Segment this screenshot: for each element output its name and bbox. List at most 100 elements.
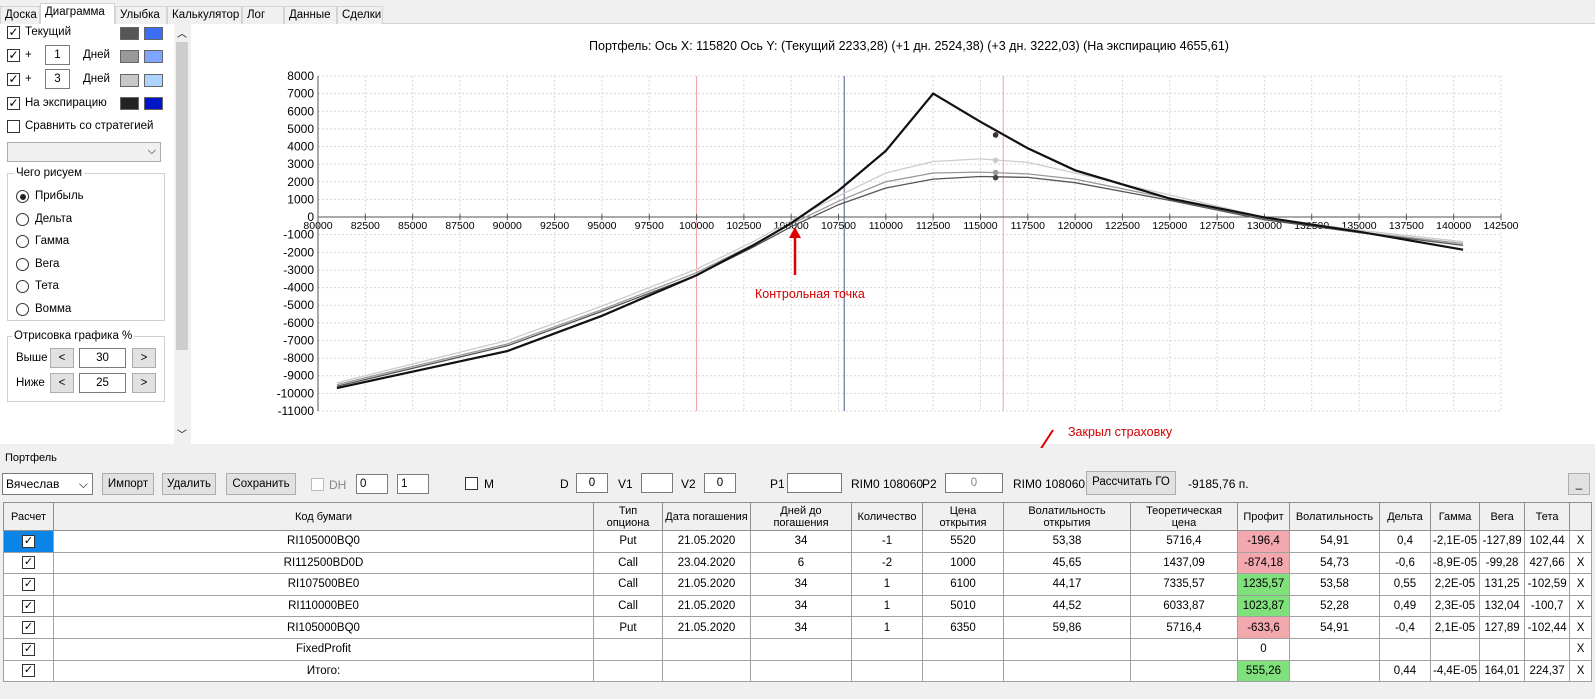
radio-2[interactable] bbox=[16, 235, 29, 249]
save-button[interactable]: Сохранить bbox=[226, 473, 296, 495]
remove-row-button[interactable]: X bbox=[1569, 637, 1593, 661]
tab-0[interactable]: Доска bbox=[0, 6, 40, 24]
table-row[interactable]: ✓ RI112500BD0D Call 23.04.2020 6 -2 1000 45,65 1… bbox=[3, 551, 1593, 575]
calc-checkbox-cell[interactable]: ✓ bbox=[3, 659, 54, 683]
tab-6[interactable]: Сделки bbox=[337, 6, 383, 24]
draw-group-label: Чего рисуем bbox=[14, 167, 85, 179]
tab-4[interactable]: Лог bbox=[242, 6, 284, 24]
dh-spinner-1[interactable]: 0 bbox=[356, 474, 388, 494]
plus3-days-input[interactable]: 3 bbox=[45, 69, 70, 89]
minimize-button[interactable]: _ bbox=[1568, 473, 1590, 495]
tab-3[interactable]: Калькулятор bbox=[167, 6, 242, 24]
radio-0[interactable] bbox=[16, 190, 29, 203]
current-color-swatch-blue[interactable] bbox=[144, 27, 163, 40]
tab-2[interactable]: Улыбка bbox=[115, 6, 167, 24]
column-header-5[interactable]: Количество bbox=[851, 502, 923, 531]
plus3-checkbox[interactable]: ✓ bbox=[7, 72, 20, 86]
calc-checkbox[interactable]: ✓ bbox=[22, 599, 35, 613]
remove-row-button[interactable]: X bbox=[1569, 551, 1593, 575]
series-marker bbox=[992, 169, 999, 176]
remove-row-button[interactable]: X bbox=[1569, 594, 1593, 618]
radio-5[interactable] bbox=[16, 303, 29, 316]
plus1-color-swatch-gray[interactable] bbox=[120, 50, 139, 63]
d-input[interactable]: 0 bbox=[576, 473, 608, 493]
m-checkbox[interactable] bbox=[465, 477, 478, 490]
column-header-7[interactable]: Волатильность открытия bbox=[1003, 502, 1131, 531]
column-header-8[interactable]: Теоретическая цена bbox=[1130, 502, 1238, 531]
strategy-dropdown[interactable]: ⌵ bbox=[7, 142, 161, 162]
column-header-6[interactable]: Цена открытия bbox=[922, 502, 1004, 531]
column-header-2[interactable]: Тип опциона bbox=[593, 502, 663, 531]
scroll-down-icon[interactable]: ﹀ bbox=[177, 430, 187, 441]
plus3-color-swatch-blue[interactable] bbox=[144, 74, 163, 87]
table-row[interactable]: ✓ Итого: 555,26 0,44 -4,4E-05 164,01 224,37 X bbox=[3, 659, 1593, 683]
calculate-margin-button[interactable]: Рассчитать ГО bbox=[1086, 471, 1176, 495]
dh-checkbox[interactable] bbox=[311, 478, 324, 491]
calc-checkbox[interactable]: ✓ bbox=[22, 664, 35, 678]
radio-4[interactable] bbox=[16, 280, 29, 294]
calc-checkbox-cell[interactable]: ✓ bbox=[3, 637, 54, 661]
remove-row-button[interactable]: X bbox=[1569, 659, 1593, 683]
radio-3[interactable] bbox=[16, 257, 29, 271]
remove-row-button[interactable]: X bbox=[1569, 530, 1593, 553]
calc-checkbox-cell[interactable]: ✓ bbox=[3, 594, 54, 618]
calc-checkbox[interactable]: ✓ bbox=[22, 621, 35, 635]
expiry-checkbox[interactable]: ✓ bbox=[7, 96, 20, 110]
plus3-color-swatch-gray[interactable] bbox=[120, 74, 139, 87]
calc-checkbox-cell[interactable]: ✓ bbox=[3, 551, 54, 575]
table-row[interactable]: ✓ FixedProfit 0 X bbox=[3, 637, 1593, 661]
p1-input[interactable] bbox=[787, 473, 842, 493]
below-percent-input[interactable]: 25 bbox=[79, 373, 126, 393]
calc-checkbox[interactable]: ✓ bbox=[22, 556, 35, 570]
v1-input[interactable] bbox=[641, 473, 673, 493]
column-header-10[interactable]: Волатильность bbox=[1289, 502, 1380, 531]
column-header-4[interactable]: Дней до погашения bbox=[750, 502, 852, 531]
column-header-14[interactable]: Тета bbox=[1524, 502, 1571, 531]
expiry-color-swatch-black[interactable] bbox=[120, 97, 139, 110]
column-header-3[interactable]: Дата погашения bbox=[662, 502, 751, 531]
tab-5[interactable]: Данные bbox=[284, 6, 337, 24]
calc-checkbox-cell[interactable]: ✓ bbox=[3, 573, 54, 596]
column-header-12[interactable]: Гамма bbox=[1429, 502, 1481, 531]
column-header-9[interactable]: Профит bbox=[1237, 502, 1290, 531]
scroll-up-icon[interactable]: ︿ bbox=[177, 29, 187, 40]
dh-spinner-2[interactable]: 1 bbox=[397, 474, 429, 494]
cell-theor: 1437,09 bbox=[1130, 551, 1238, 575]
remove-row-button[interactable]: X bbox=[1569, 616, 1593, 639]
below-decrease-button[interactable]: < bbox=[50, 373, 74, 393]
column-header-0[interactable]: Расчет bbox=[3, 502, 54, 531]
table-row[interactable]: ✓ RI105000BQ0 Put 21.05.2020 34 1 6350 59,86 571… bbox=[3, 616, 1593, 639]
p2-input[interactable]: 0 bbox=[945, 473, 1003, 493]
above-decrease-button[interactable]: < bbox=[50, 348, 74, 368]
current-color-swatch-dark[interactable] bbox=[120, 27, 139, 40]
calc-checkbox[interactable]: ✓ bbox=[22, 577, 35, 591]
column-header-1[interactable]: Код бумаги bbox=[53, 502, 594, 531]
table-row[interactable]: ✓ RI110000BE0 Call 21.05.2020 34 1 5010 44,52 60… bbox=[3, 594, 1593, 618]
compare-checkbox[interactable] bbox=[7, 120, 20, 133]
above-percent-input[interactable]: 30 bbox=[79, 348, 126, 368]
left-panel-scroll-thumb[interactable] bbox=[176, 42, 188, 350]
column-header-13[interactable]: Вега bbox=[1479, 502, 1526, 531]
radio-1[interactable] bbox=[16, 212, 29, 226]
calc-checkbox-cell[interactable]: ✓ bbox=[3, 530, 54, 553]
remove-row-button[interactable]: X bbox=[1569, 573, 1593, 596]
calc-checkbox[interactable]: ✓ bbox=[22, 642, 35, 656]
tab-1[interactable]: Диаграмма bbox=[40, 3, 115, 25]
column-header-11[interactable]: Дельта bbox=[1379, 502, 1431, 531]
calc-checkbox-cell[interactable]: ✓ bbox=[3, 616, 54, 639]
calc-checkbox[interactable]: ✓ bbox=[22, 534, 35, 548]
table-row[interactable]: ✓ RI105000BQ0 Put 21.05.2020 34 -1 5520 53,38 57… bbox=[3, 530, 1593, 553]
table-row[interactable]: ✓ RI107500BE0 Call 21.05.2020 34 1 6100 44,17 73… bbox=[3, 573, 1593, 596]
portfolio-select[interactable]: Вячеслав ⌵ bbox=[2, 473, 93, 495]
column-header-15[interactable] bbox=[1569, 502, 1593, 531]
current-checkbox[interactable]: ✓ bbox=[7, 25, 20, 39]
below-increase-button[interactable]: > bbox=[132, 373, 156, 393]
plus1-checkbox[interactable]: ✓ bbox=[7, 48, 20, 62]
v2-input[interactable]: 0 bbox=[704, 473, 736, 493]
import-button[interactable]: Импорт bbox=[102, 473, 154, 495]
expiry-color-swatch-blue[interactable] bbox=[144, 97, 163, 110]
plus1-days-input[interactable]: 1 bbox=[45, 45, 70, 65]
plus1-color-swatch-blue[interactable] bbox=[144, 50, 163, 63]
above-increase-button[interactable]: > bbox=[132, 348, 156, 368]
delete-button[interactable]: Удалить bbox=[162, 473, 216, 495]
